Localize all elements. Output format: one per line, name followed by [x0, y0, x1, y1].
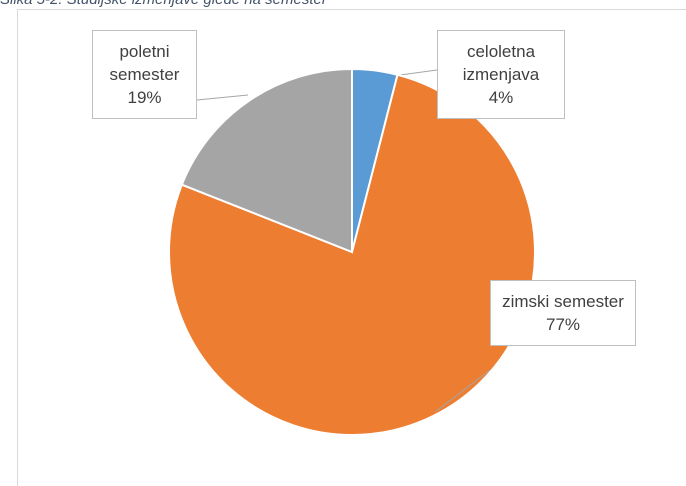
- chart-caption: Slika 5-2: Študijske izmenjave glede na …: [0, 0, 327, 8]
- pie-slice: [168, 73, 536, 436]
- label-value: 4%: [488, 88, 514, 107]
- label-value: 77%: [545, 315, 581, 334]
- leader-line: [434, 369, 491, 413]
- label-category: zimski semester: [502, 292, 624, 311]
- leader-line: [399, 69, 438, 76]
- label-value: 19%: [127, 88, 162, 107]
- chart-frame: [17, 9, 686, 486]
- data-label: celoletna izmenjava 4%: [437, 30, 565, 119]
- pie-slice: [180, 67, 353, 254]
- data-label: zimski semester 77%: [490, 280, 636, 346]
- label-category: celoletna izmenjava: [462, 42, 540, 84]
- label-category: poletni semester: [109, 42, 180, 84]
- data-label: poletni semester 19%: [92, 30, 197, 119]
- leader-line: [196, 94, 249, 101]
